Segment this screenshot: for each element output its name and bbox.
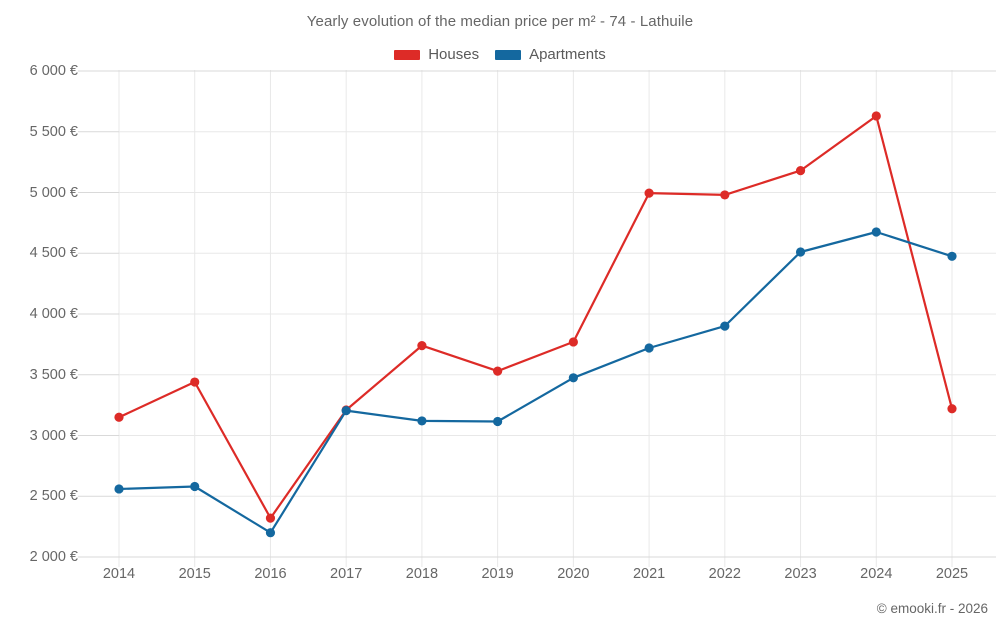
- data-point-apartments-2016[interactable]: [265, 528, 276, 538]
- data-point-houses-2022[interactable]: [720, 190, 730, 200]
- data-point-apartments-2014[interactable]: [114, 484, 124, 494]
- y-axis-tick-label: 3 500 €: [29, 366, 78, 383]
- data-point-houses-2021[interactable]: [644, 188, 654, 198]
- x-axis-tick-label: 2017: [330, 566, 363, 582]
- data-point-apartments-2015[interactable]: [190, 481, 200, 492]
- chart-legend: Houses Apartments: [0, 46, 1000, 63]
- x-axis-tick-label: 2021: [632, 566, 666, 582]
- x-axis-tick-label: 2025: [935, 566, 969, 582]
- axis-lines: [78, 70, 996, 558]
- data-point-apartments-2019[interactable]: [493, 416, 503, 427]
- data-point-apartments-2018[interactable]: [417, 416, 427, 426]
- data-point-houses-2018[interactable]: [417, 340, 427, 351]
- data-point-apartments-2024[interactable]: [871, 227, 881, 237]
- data-point-houses-2025[interactable]: [947, 404, 957, 414]
- legend-item-houses[interactable]: Houses: [394, 46, 479, 63]
- x-axis-tick-label: 2014: [102, 566, 136, 582]
- data-point-houses-2019[interactable]: [493, 366, 503, 376]
- data-point-houses-2014[interactable]: [114, 412, 124, 422]
- x-axis-tick-label: 2018: [405, 566, 439, 582]
- x-axis-tick-label: 2015: [178, 566, 211, 582]
- series-markers: [114, 111, 957, 538]
- chart-title: Yearly evolution of the median price per…: [306, 13, 694, 30]
- data-point-apartments-2025[interactable]: [947, 251, 957, 261]
- y-axis-tick-label: 4 000 €: [29, 306, 78, 322]
- data-point-houses-2023[interactable]: [795, 166, 806, 176]
- data-point-houses-2016[interactable]: [265, 513, 276, 523]
- data-point-apartments-2022[interactable]: [720, 321, 730, 331]
- y-axis-tick-label: 4 500 €: [29, 245, 78, 262]
- data-point-apartments-2017[interactable]: [341, 405, 351, 416]
- x-axis-tick-label: 2024: [860, 566, 893, 582]
- data-point-apartments-2023[interactable]: [795, 247, 806, 257]
- legend-swatch-houses: [394, 49, 421, 60]
- data-point-houses-2020[interactable]: [568, 337, 578, 347]
- y-axis-tick-label: 3 000 €: [29, 427, 78, 444]
- x-axis-tick-label: 2016: [254, 566, 287, 582]
- data-point-apartments-2020[interactable]: [568, 373, 578, 383]
- series-lines: [117, 114, 954, 534]
- x-axis-tick-label: 2023: [784, 566, 817, 582]
- y-axis-tick-label: 2 500 €: [29, 488, 78, 505]
- legend-label-apartments: Apartments: [529, 46, 606, 63]
- y-axis-tick-label: 6 000 €: [29, 63, 78, 79]
- y-axis-tick-label: 5 000 €: [29, 184, 78, 201]
- legend-swatch-apartments: [495, 49, 522, 60]
- data-point-houses-2015[interactable]: [190, 377, 200, 387]
- grid-lines: [118, 70, 996, 567]
- x-axis-tick-label: 2020: [557, 566, 590, 582]
- credit-footer: © emooki.fr - 2026: [876, 601, 988, 616]
- data-point-houses-2024[interactable]: [871, 111, 881, 121]
- x-axis-tick-label: 2019: [481, 566, 514, 582]
- data-point-apartments-2021[interactable]: [644, 343, 654, 353]
- legend-item-apartments[interactable]: Apartments: [495, 46, 606, 63]
- x-axis-tick-label: 2022: [708, 566, 741, 582]
- y-axis-ticks: 2 000 € 2 500 € 3 000 € 3 500 € 4 000 € 4 500…: [0, 0, 78, 625]
- legend-label-houses: Houses: [428, 46, 480, 63]
- y-axis-tick-label: 5 500 €: [29, 123, 78, 140]
- y-axis-tick-label: 2 000 €: [29, 549, 78, 565]
